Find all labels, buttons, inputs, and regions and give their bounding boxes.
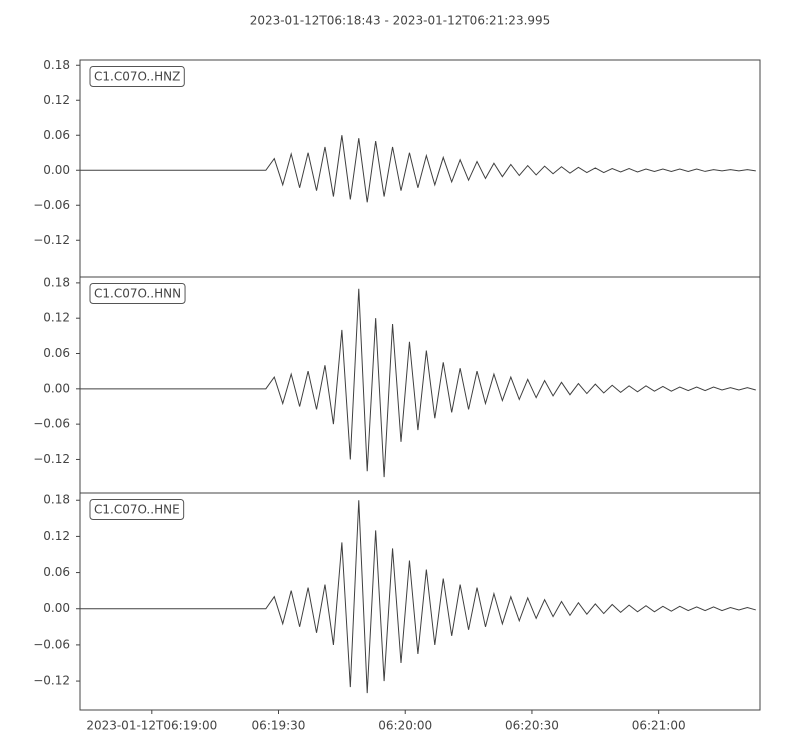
y-tick-label: −0.06 xyxy=(33,417,70,431)
y-tick-label: −0.06 xyxy=(33,198,70,212)
trace-label: C1.C07O..HNZ xyxy=(94,70,180,84)
y-tick-label: −0.12 xyxy=(33,452,70,466)
y-tick-label: 0.12 xyxy=(43,311,70,325)
label-box xyxy=(89,499,185,520)
y-tick-label: −0.12 xyxy=(33,674,70,688)
x-tick-label: 06:20:00 xyxy=(378,719,432,733)
trace xyxy=(80,135,756,203)
x-tick-label: 06:21:00 xyxy=(632,719,686,733)
y-tick-label: 0.12 xyxy=(43,529,70,543)
trace-label: C1.C07O..HNN xyxy=(94,287,181,301)
y-tick-label: 0.18 xyxy=(43,275,70,289)
trace xyxy=(80,500,756,694)
trace-label: C1.C07O..HNE xyxy=(94,503,180,517)
y-tick-label: 0.00 xyxy=(43,163,70,177)
y-tick-label: 0.00 xyxy=(43,601,70,615)
y-tick-label: 0.18 xyxy=(43,493,70,507)
panel xyxy=(80,500,756,694)
y-tick-label: 0.00 xyxy=(43,381,70,395)
y-tick-label: −0.12 xyxy=(33,233,70,247)
x-tick-label: 2023-01-12T06:19:00 xyxy=(86,719,217,733)
y-tick-label: 0.06 xyxy=(43,128,70,142)
panel xyxy=(80,135,756,203)
trace xyxy=(80,288,756,478)
y-tick-label: 0.18 xyxy=(43,58,70,72)
y-tick-label: −0.06 xyxy=(33,637,70,651)
x-tick-label: 06:20:30 xyxy=(505,719,559,733)
plot-frame xyxy=(79,276,761,494)
x-tick-label: 06:19:30 xyxy=(252,719,306,733)
plot-frame xyxy=(79,492,761,711)
label-box xyxy=(89,66,185,87)
y-tick-label: 0.06 xyxy=(43,346,70,360)
panel xyxy=(80,288,756,478)
y-tick-label: 0.06 xyxy=(43,565,70,579)
chart-title: 2023-01-12T06:18:43 - 2023-01-12T06:21:2… xyxy=(250,14,551,28)
label-box xyxy=(89,283,186,304)
y-tick-label: 0.12 xyxy=(43,93,70,107)
plot-frame xyxy=(79,59,761,278)
